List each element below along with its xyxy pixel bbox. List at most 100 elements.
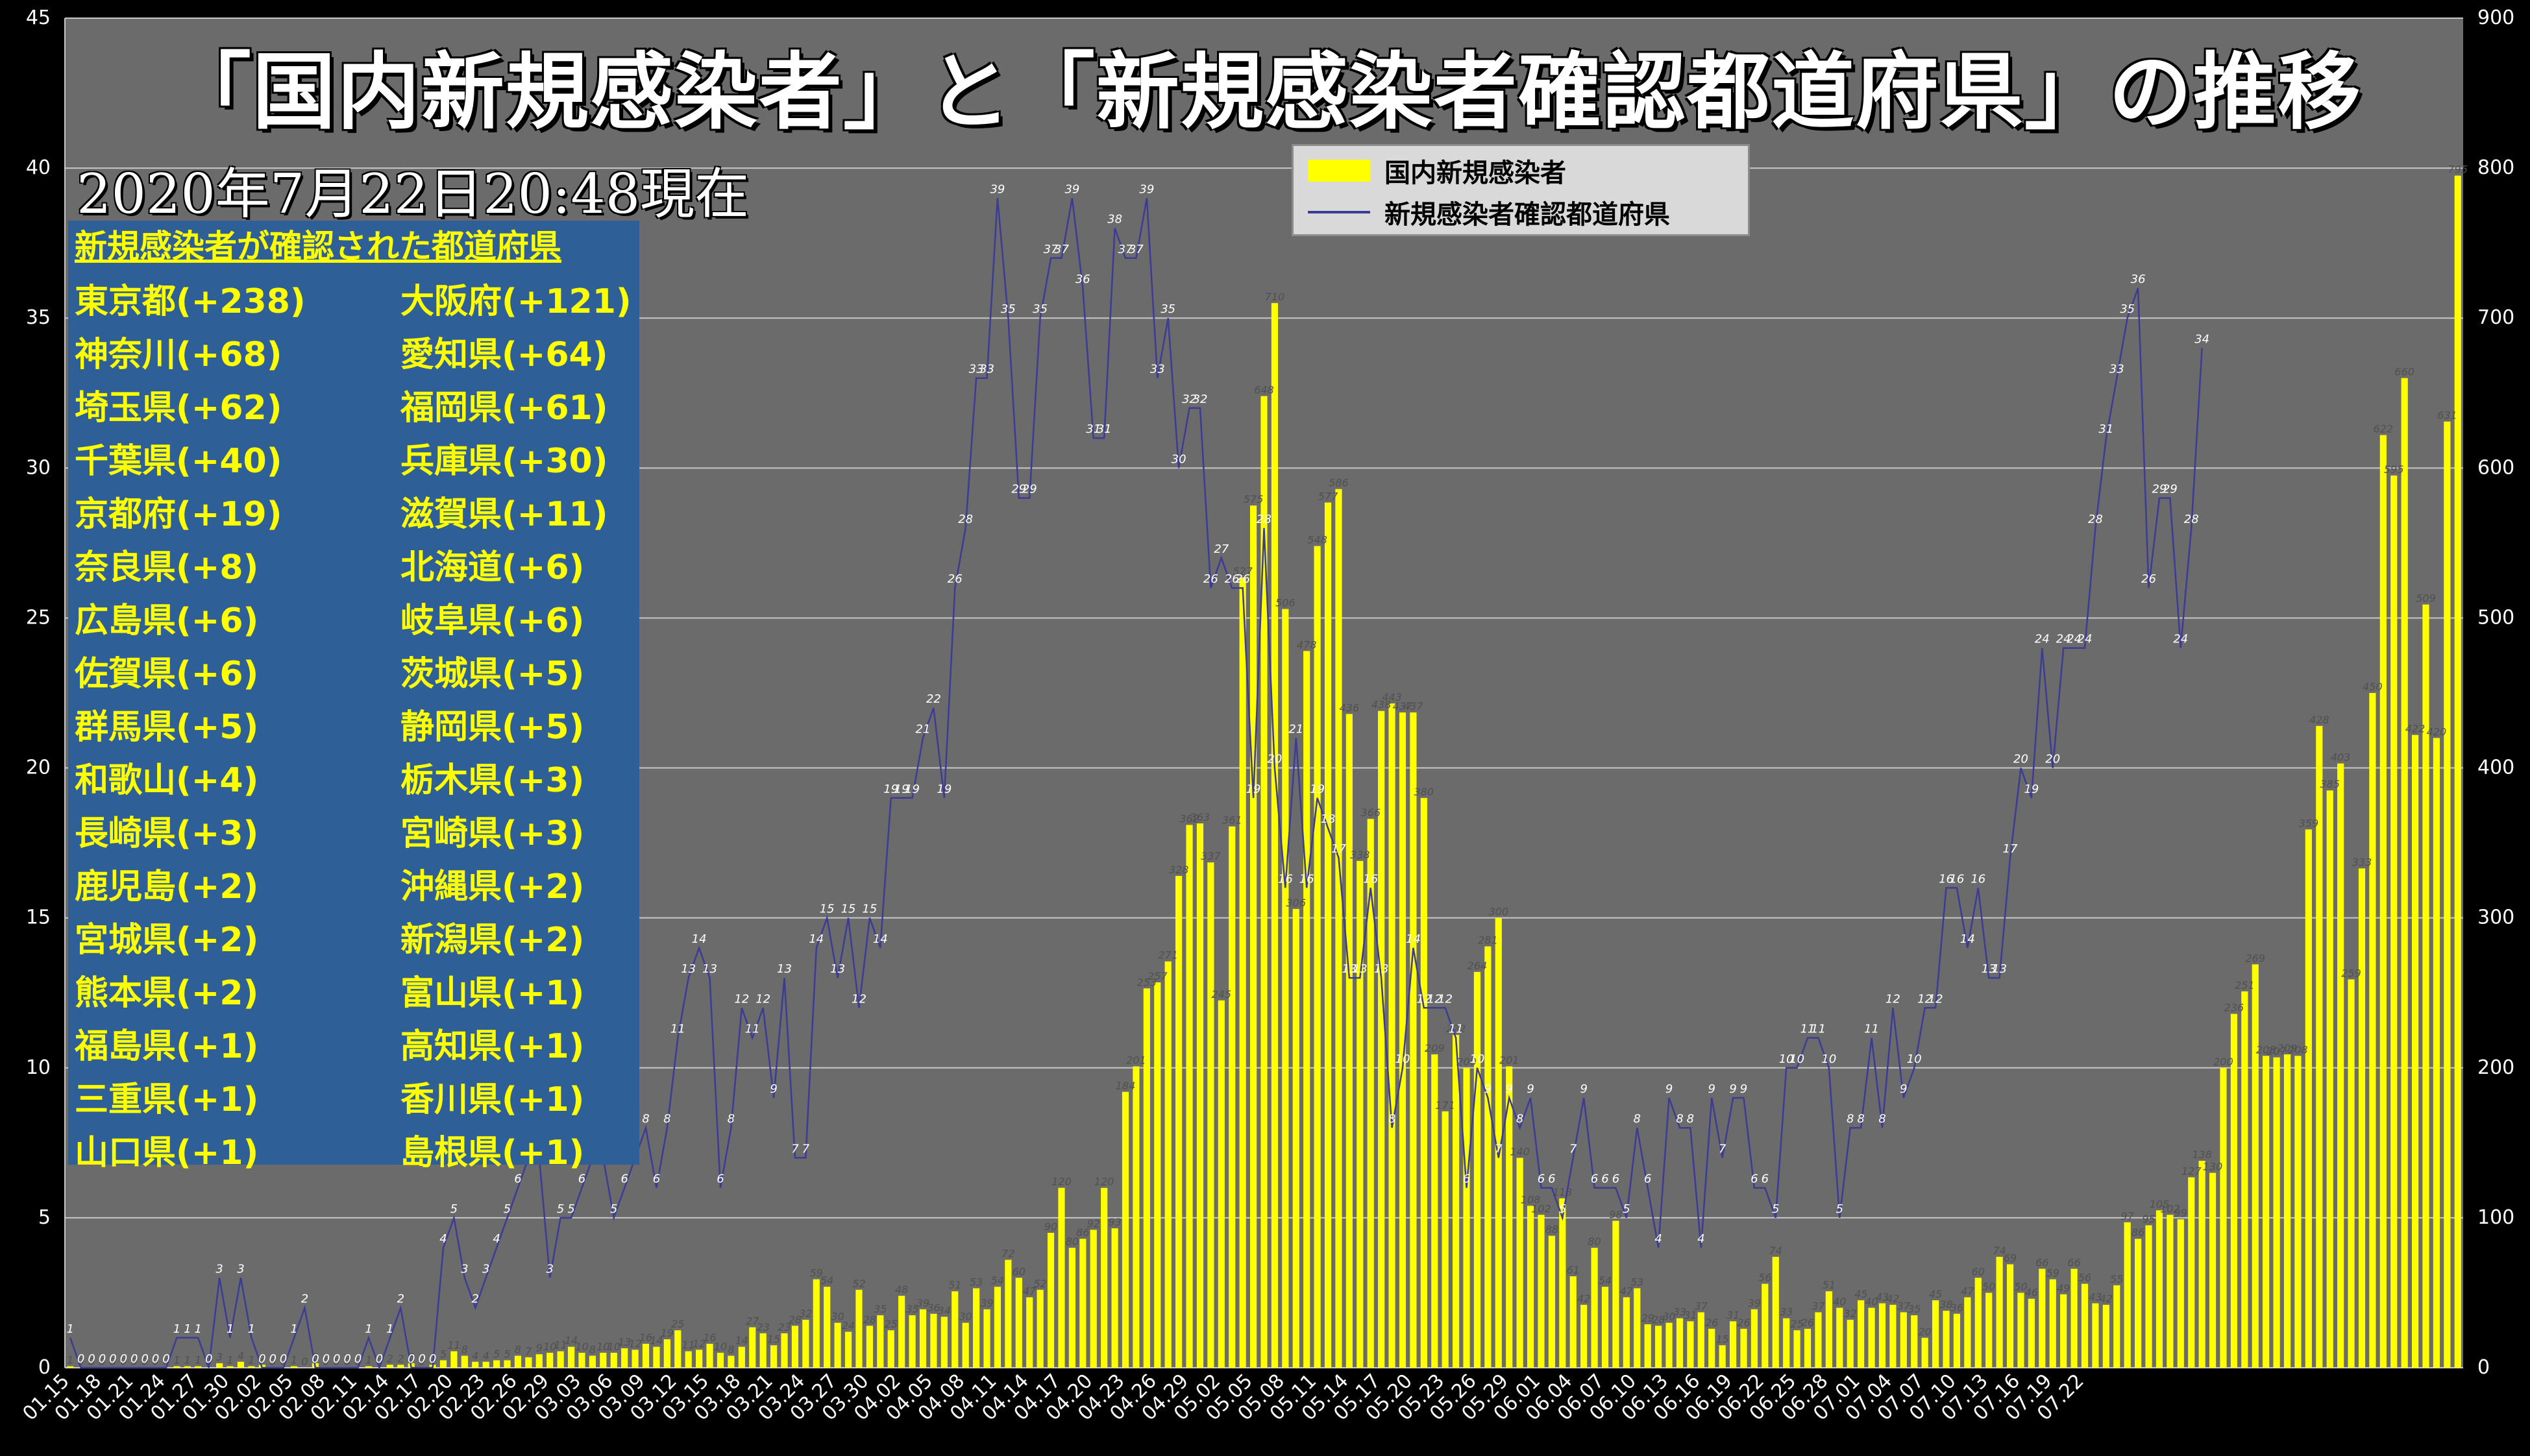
bar-data-label: 86	[2131, 1226, 2144, 1239]
bar	[2369, 693, 2376, 1368]
bar-data-label: 253	[1137, 976, 1157, 988]
bar	[2060, 1294, 2067, 1368]
bar-data-label: 15	[767, 1333, 780, 1345]
bar	[642, 1344, 650, 1368]
bar-data-label: 0	[344, 1355, 350, 1368]
bar-data-label: 4	[483, 1350, 489, 1362]
bar	[2145, 1225, 2152, 1368]
bar-data-label: 259	[2341, 967, 2361, 979]
bar-data-label: 10	[596, 1341, 609, 1353]
prefecture-panel: 新規感染者が確認された都道府県 東京都(+238) 大阪府(+121) 神奈川(+6…	[68, 221, 639, 1172]
bar	[1058, 1187, 1065, 1368]
line-data-label: 15	[862, 903, 877, 916]
bar-data-label: 0	[99, 1355, 105, 1368]
bar-data-label: 120	[1094, 1176, 1114, 1188]
bar-data-label: 385	[2320, 778, 2340, 790]
bar	[1463, 1067, 1470, 1368]
y-left-tick-label: 45	[26, 6, 51, 29]
bar	[1815, 1312, 1822, 1368]
bar	[1847, 1320, 1854, 1368]
bar	[685, 1351, 692, 1368]
bar-series	[67, 175, 2461, 1368]
bar-data-label: 53	[970, 1276, 983, 1289]
prefecture-item: 広島県(+6)	[75, 601, 259, 640]
y-right-tick-label: 400	[2477, 757, 2514, 779]
bar-data-label: 5	[493, 1348, 500, 1360]
bar-data-label: 72	[1001, 1248, 1014, 1260]
bar-data-label: 366	[1360, 807, 1381, 819]
bar	[1793, 1330, 1800, 1368]
bar-data-label: 60	[1972, 1265, 1985, 1278]
bar-data-label: 361	[1222, 814, 1242, 827]
line-data-label: 9	[1729, 1082, 1736, 1096]
bar	[1804, 1328, 1812, 1368]
bar-data-label: 428	[2309, 714, 2329, 726]
bar-data-label: 37	[1695, 1300, 1708, 1312]
y-left-tick-label: 25	[26, 606, 51, 629]
bar	[2230, 1013, 2238, 1368]
bar-data-label: 4	[238, 1350, 244, 1362]
line-data-label: 3	[237, 1262, 244, 1276]
bar-data-label: 1	[173, 1354, 180, 1366]
bar	[2188, 1177, 2195, 1368]
bar	[1708, 1328, 1715, 1368]
bar	[1324, 502, 1332, 1368]
line-data-label: 7	[791, 1142, 799, 1156]
bar-data-label: 35	[1908, 1303, 1921, 1315]
bar	[450, 1351, 458, 1368]
bar-data-label: 450	[2363, 681, 2383, 693]
bar	[578, 1352, 585, 1368]
bar-data-label: 28	[1652, 1313, 1665, 1326]
line-data-label: 6	[514, 1172, 521, 1186]
bar	[749, 1327, 756, 1368]
bar-data-label: 3	[408, 1351, 415, 1363]
bar	[2209, 1172, 2217, 1368]
line-data-label: 8	[1634, 1112, 1641, 1126]
line-data-label: 9	[1580, 1082, 1587, 1096]
bar	[1580, 1304, 1588, 1368]
line-data-label: 26	[1235, 572, 1250, 586]
bar-data-label: 32	[1844, 1307, 1857, 1320]
bar	[1868, 1307, 1875, 1368]
line-data-label: 13	[1992, 962, 2007, 976]
bar-data-label: 25	[885, 1318, 898, 1330]
line-data-label: 0	[269, 1352, 276, 1366]
timestamp: 2020年7月22日20:48現在	[77, 162, 750, 226]
legend: 国内新規感染者 新規感染者確認都道府県	[1292, 144, 1750, 236]
y-right-tick-label: 100	[2477, 1206, 2514, 1229]
line-data-label: 35	[1161, 302, 1175, 316]
line-data-label: 13	[777, 962, 792, 976]
prefecture-item: 栃木県(+3)	[400, 761, 585, 800]
prefecture-item: 千葉県(+40)	[75, 442, 282, 481]
line-data-label: 0	[323, 1352, 330, 1366]
line-data-label: 28	[958, 513, 973, 526]
bar	[461, 1355, 468, 1368]
bar	[1729, 1321, 1737, 1368]
line-data-label: 20	[1267, 753, 1282, 766]
bar-data-label: 80	[1588, 1235, 1601, 1248]
bar-data-label: 74	[1769, 1244, 1782, 1257]
bar-data-label: 0	[110, 1355, 116, 1368]
line-data-label: 14	[1960, 932, 1975, 946]
bar-data-label: 10	[575, 1341, 588, 1353]
bar-data-label: 0	[419, 1355, 425, 1368]
line-data-label: 37	[1118, 243, 1133, 256]
prefecture-item: 群馬県(+5)	[75, 708, 259, 747]
line-data-label: 39	[1064, 182, 1079, 196]
prefecture-item: 和歌山(+4)	[75, 761, 259, 800]
bar	[173, 1366, 180, 1368]
bar-data-label: 26	[1737, 1316, 1750, 1329]
bar-data-label: 140	[1510, 1145, 1530, 1158]
bar	[1750, 1309, 1758, 1368]
line-data-label: 0	[88, 1352, 95, 1366]
bar-data-label: 8	[461, 1344, 468, 1356]
bar-data-label: 20	[1918, 1326, 1931, 1338]
bar	[2316, 725, 2323, 1368]
bar	[237, 1361, 245, 1368]
line-data-label: 29	[1022, 483, 1037, 496]
line-data-label: 1	[386, 1322, 393, 1336]
bar	[600, 1352, 607, 1368]
line-data-label: 5	[1623, 1202, 1630, 1216]
line-data-label: 19	[937, 783, 952, 796]
line-data-label: 13	[681, 962, 696, 976]
